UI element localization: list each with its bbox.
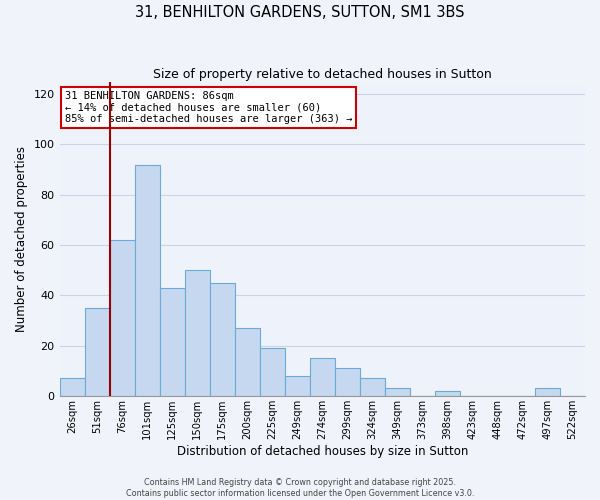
Bar [59, 378, 85, 396]
Bar [285, 376, 310, 396]
Title: Size of property relative to detached houses in Sutton: Size of property relative to detached ho… [153, 68, 491, 80]
Bar [310, 358, 335, 396]
Bar [435, 391, 460, 396]
Bar [335, 368, 360, 396]
Y-axis label: Number of detached properties: Number of detached properties [15, 146, 28, 332]
Bar [260, 348, 285, 396]
Bar [85, 308, 110, 396]
Bar [160, 288, 185, 396]
Bar [535, 388, 560, 396]
Bar [209, 282, 235, 396]
Bar [360, 378, 385, 396]
Bar [385, 388, 410, 396]
Bar [134, 164, 160, 396]
Bar [110, 240, 134, 396]
Bar [185, 270, 209, 396]
X-axis label: Distribution of detached houses by size in Sutton: Distribution of detached houses by size … [176, 444, 468, 458]
Text: Contains HM Land Registry data © Crown copyright and database right 2025.
Contai: Contains HM Land Registry data © Crown c… [126, 478, 474, 498]
Text: 31, BENHILTON GARDENS, SUTTON, SM1 3BS: 31, BENHILTON GARDENS, SUTTON, SM1 3BS [135, 5, 465, 20]
Bar [235, 328, 260, 396]
Text: 31 BENHILTON GARDENS: 86sqm
← 14% of detached houses are smaller (60)
85% of sem: 31 BENHILTON GARDENS: 86sqm ← 14% of det… [65, 91, 352, 124]
